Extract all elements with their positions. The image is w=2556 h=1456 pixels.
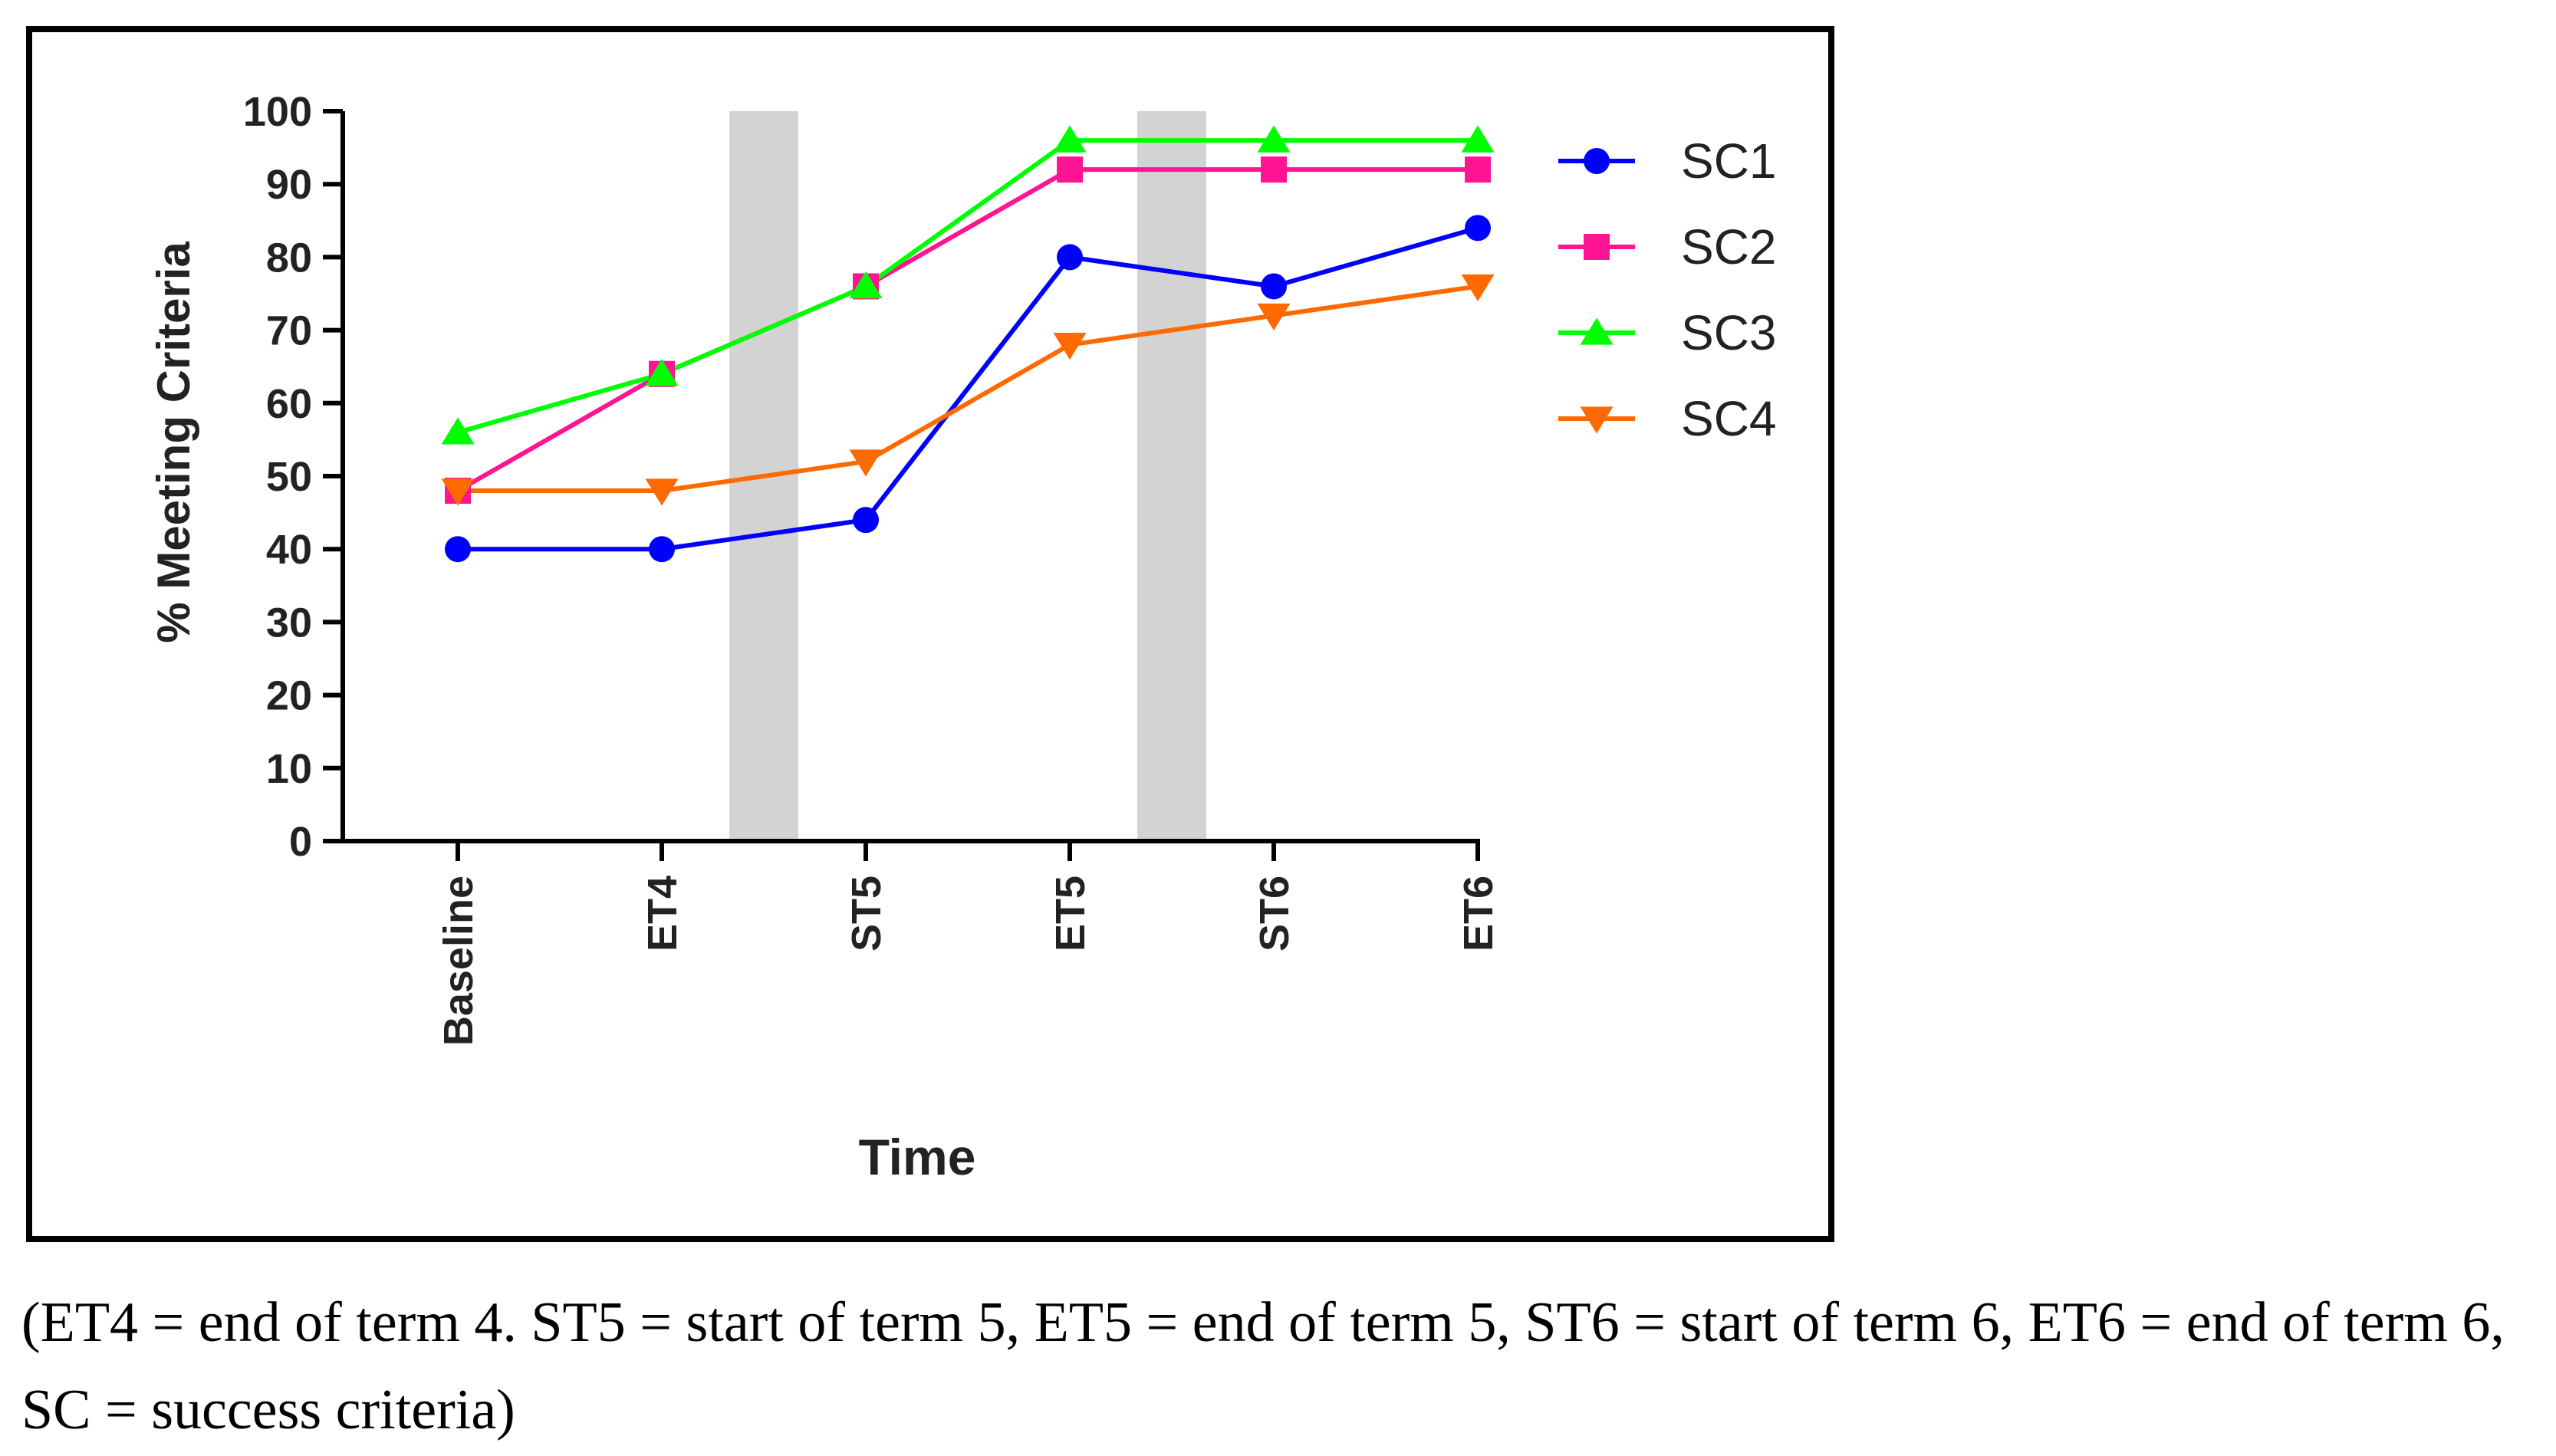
y-tick-label-30: 30 <box>266 600 312 646</box>
sc3-point-ET6 <box>1461 125 1495 153</box>
x-tick-label-ET4: ET4 <box>640 876 686 951</box>
y-tick-label-90: 90 <box>266 162 312 208</box>
x-tick-label-ET5: ET5 <box>1048 876 1094 951</box>
line-chart: 0 10 20 30 40 50 60 70 80 90 100 Baseline ET4 ST5 ET5 S… <box>148 89 1777 1185</box>
y-tick-label-10: 10 <box>266 746 312 792</box>
series-markers <box>441 125 1495 563</box>
sc4-point-ET6 <box>1461 274 1495 302</box>
legend-marker-sc2 <box>1584 234 1610 260</box>
sc4-point-ET5 <box>1053 333 1087 360</box>
y-axis-label: % Meeting Criteria <box>148 242 199 643</box>
x-tick-label-ST6: ST6 <box>1252 876 1298 951</box>
sc1-point-ET6 <box>1465 215 1491 242</box>
figure-caption: (ET4 = end of term 4. ST5 = start of ter… <box>21 1291 2505 1441</box>
sc2-point-ST6 <box>1261 156 1287 183</box>
y-tick-label-60: 60 <box>266 381 312 427</box>
x-axis-label: Time <box>859 1129 976 1185</box>
x-tick-label-Baseline: Baseline <box>436 876 482 1046</box>
y-tick-label-40: 40 <box>266 527 312 573</box>
sc3-point-Baseline <box>441 417 475 445</box>
y-tick-label-80: 80 <box>266 235 312 281</box>
sc3-point-ST6 <box>1257 125 1291 153</box>
sc4-point-ST5 <box>849 449 883 477</box>
shaded-interval-2 <box>1137 111 1206 841</box>
x-tick-label-ST5: ST5 <box>844 876 890 951</box>
sc1-point-ST5 <box>853 507 879 534</box>
sc4-point-Baseline <box>441 478 475 506</box>
sc2-point-ET5 <box>1057 156 1083 183</box>
series-lines <box>456 138 1479 552</box>
sc3-point-ET4 <box>645 359 679 386</box>
sc4-line <box>458 284 1479 494</box>
sc1-point-ET5 <box>1057 244 1083 271</box>
sc4-point-ST6 <box>1257 303 1291 331</box>
shaded-intervals <box>729 111 1206 841</box>
legend-marker-sc1 <box>1584 148 1610 174</box>
sc2-point-ET6 <box>1465 156 1491 183</box>
legend-label-sc4: SC4 <box>1681 391 1777 446</box>
figure-frame: 0 10 20 30 40 50 60 70 80 90 100 Baseline ET4 ST5 ET5 S… <box>26 26 1834 1242</box>
sc1-point-ET4 <box>649 536 675 563</box>
sc1-point-ST6 <box>1261 273 1287 300</box>
legend-label-sc1: SC1 <box>1681 133 1777 189</box>
sc4-point-ET4 <box>645 478 679 506</box>
legend-label-sc2: SC2 <box>1681 219 1777 274</box>
y-tick-label-50: 50 <box>266 454 312 500</box>
legend-marker-sc4 <box>1580 406 1614 434</box>
sc1-line <box>458 225 1479 552</box>
sc3-point-ET5 <box>1053 125 1087 153</box>
legend-label-sc3: SC3 <box>1681 305 1777 360</box>
y-tick-label-70: 70 <box>266 308 312 354</box>
y-tick-label-0: 0 <box>289 819 312 865</box>
sc3-line <box>457 138 1478 435</box>
legend: SC1 SC2 SC3 SC4 <box>1558 133 1777 446</box>
x-tick-label-ET6: ET6 <box>1456 876 1502 951</box>
y-tick-label-20: 20 <box>266 673 312 719</box>
legend-marker-sc3 <box>1580 317 1614 345</box>
axes: 0 10 20 30 40 50 60 70 80 90 100 Baseline ET4 ST5 ET5 S… <box>243 89 1502 1046</box>
sc2-line <box>456 167 1478 493</box>
y-tick-label-100: 100 <box>243 89 312 135</box>
sc3-point-ST5 <box>849 271 883 299</box>
sc1-point-Baseline <box>445 536 471 563</box>
